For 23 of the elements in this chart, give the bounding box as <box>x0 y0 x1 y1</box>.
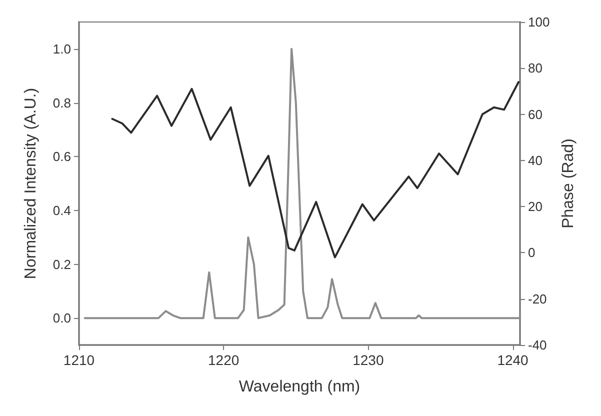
y-axis-title: Normalized Intensity (A.U.) <box>22 88 40 280</box>
x-tick-label: 1230 <box>352 352 384 368</box>
y-tick-label: 0.8 <box>52 95 71 110</box>
y2-axis-title: Phase (Rad) <box>560 138 578 228</box>
line-series <box>111 80 520 258</box>
y-tick-label: 0.2 <box>52 256 71 272</box>
y2-tick-label: 0 <box>528 245 536 260</box>
y2-tick-label: 60 <box>528 106 542 122</box>
y-tick-label: 0.0 <box>52 310 71 326</box>
y2-tick-label: 40 <box>528 152 542 168</box>
line-series <box>84 48 521 320</box>
y-tick-label: 0.6 <box>52 149 71 164</box>
y2-tick-label: -20 <box>528 291 547 306</box>
y-tick-label: 0.4 <box>52 202 71 218</box>
y2-tick-label: -40 <box>528 338 547 352</box>
y2-tick-label: 100 <box>528 14 550 30</box>
x-tick-label: 1220 <box>208 352 240 368</box>
y-tick-label: 1.0 <box>52 41 71 56</box>
y2-tick-label: 20 <box>528 199 542 214</box>
x-tick-label: 1210 <box>63 352 95 368</box>
y2-tick-label: 80 <box>528 60 542 76</box>
x-axis-title: Wavelength (nm) <box>238 378 360 396</box>
x-tick-label: 1240 <box>497 352 529 368</box>
